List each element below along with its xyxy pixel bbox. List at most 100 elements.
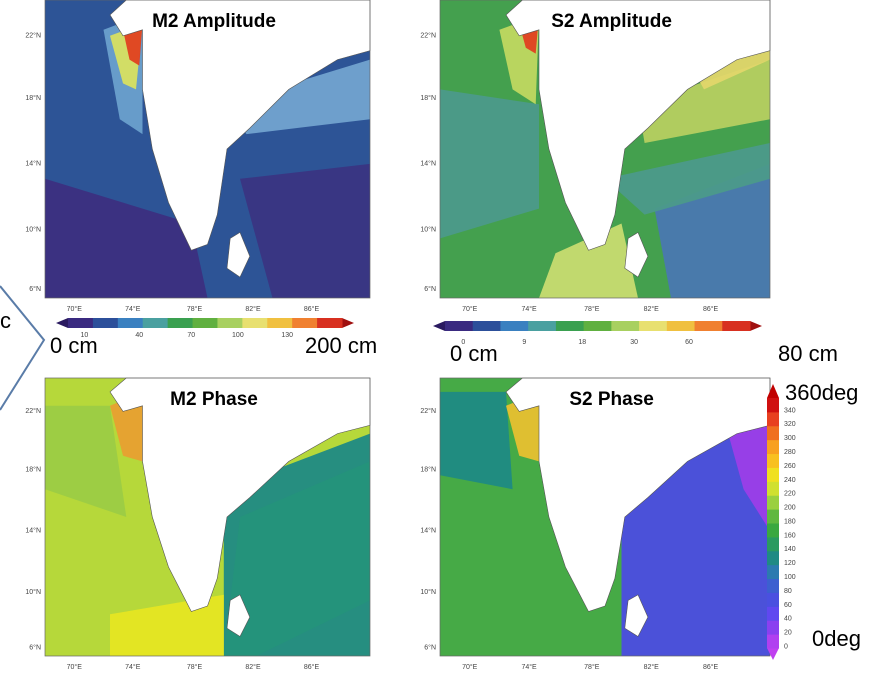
panel-title: S2 Amplitude (551, 11, 672, 32)
colorbar-swatch (767, 634, 779, 648)
colorbar-swatch (93, 318, 118, 328)
colorbar-swatch (242, 318, 267, 328)
lon-label: 86°E (304, 663, 320, 671)
lon-label: 74°E (521, 305, 537, 313)
map-panel: 22°N 18°N 14°N 10°N 6°N 70°E 74°E 78°E 82°E 86°E M… (25, 378, 370, 671)
colorbar-swatch (143, 318, 168, 328)
lat-label: 14°N (420, 160, 436, 168)
colorbar-tick: 0 (784, 643, 788, 650)
lon-label: 86°E (304, 305, 320, 313)
colorbar-tick: 80 (784, 588, 792, 595)
colorbar-swatch (767, 398, 779, 412)
lon-label: 78°E (187, 663, 203, 671)
colorbar-swatch (767, 606, 779, 620)
colorbar-swatch (767, 426, 779, 440)
colorbar-swatch (667, 321, 695, 331)
lon-label: 82°E (644, 663, 660, 671)
lon-label: 82°E (245, 663, 261, 671)
lat-label: 6°N (424, 644, 436, 652)
colorbar-end (342, 318, 354, 328)
lon-label: 70°E (462, 663, 478, 671)
colorbar-tick: 240 (784, 477, 796, 484)
panel-title: M2 Phase (170, 389, 258, 410)
colorbar-swatch (193, 318, 218, 328)
colorbar-swatch (767, 454, 779, 468)
colorbar-tick: 40 (784, 616, 792, 623)
colorbar-max: 200 cm (305, 333, 377, 358)
contour-zone (440, 392, 513, 489)
lat-label: 22°N (25, 407, 41, 415)
lon-label: 82°E (245, 305, 261, 313)
colorbar-tick: 340 (784, 407, 796, 414)
colorbar-tick: 60 (685, 339, 693, 346)
colorbar-swatch (556, 321, 584, 331)
lat-label: 14°N (25, 160, 41, 168)
colorbar-swatch (722, 321, 750, 331)
colorbar-tick: 20 (784, 630, 792, 637)
colorbar-tick: 100 (784, 574, 796, 581)
colorbar-swatch (317, 318, 342, 328)
colorbar-swatch (500, 321, 528, 331)
lat-label: 10°N (25, 588, 41, 596)
lon-label: 74°E (125, 663, 141, 671)
colorbar-swatch (584, 321, 612, 331)
colorbar-tick: 9 (522, 339, 526, 346)
colorbar-min: 0 cm (450, 341, 498, 366)
lon-label: 78°E (584, 305, 600, 313)
panel-title: S2 Phase (569, 389, 654, 410)
colorbar-tick: 18 (578, 339, 586, 346)
colorbar-tick: 220 (784, 491, 796, 498)
colorbar-swatch (292, 318, 317, 328)
lon-label: 86°E (703, 663, 719, 671)
colorbar-tick: 100 (232, 332, 244, 339)
lat-label: 22°N (420, 32, 436, 40)
lat-label: 6°N (29, 644, 41, 652)
lat-label: 18°N (25, 94, 41, 102)
colorbar-swatch (767, 579, 779, 593)
lon-label: 82°E (644, 305, 660, 313)
colorbar-swatch (118, 318, 143, 328)
colorbar-swatch (767, 467, 779, 481)
colorbar-tick: 160 (784, 532, 796, 539)
panel-title: M2 Amplitude (152, 11, 276, 32)
lat-label: 18°N (420, 466, 436, 474)
colorbar-swatch (611, 321, 639, 331)
lat-label: 18°N (25, 466, 41, 474)
map-panel: 22°N 18°N 14°N 10°N 6°N 70°E 74°E 78°E 82°E 86°E S… (420, 0, 770, 313)
edge-text: c (0, 308, 11, 333)
colorbar-swatch (267, 318, 292, 328)
colorbar-tick: 40 (135, 332, 143, 339)
lat-label: 10°N (420, 225, 436, 233)
colorbar-tick: 260 (784, 463, 796, 470)
colorbar-swatch (217, 318, 242, 328)
colorbar-tick: 30 (630, 339, 638, 346)
lon-label: 70°E (462, 305, 478, 313)
colorbar-tick: 130 (281, 332, 293, 339)
colorbar-swatch (767, 509, 779, 523)
colorbar-min: 0 cm (50, 333, 98, 358)
lat-label: 6°N (424, 285, 436, 293)
colorbar-swatch (767, 592, 779, 606)
lat-label: 18°N (420, 94, 436, 102)
chevron (0, 286, 44, 410)
lat-label: 22°N (420, 407, 436, 415)
colorbar-swatch (767, 620, 779, 634)
lat-label: 14°N (25, 527, 41, 535)
colorbar-swatch (767, 412, 779, 426)
colorbar-swatch (68, 318, 93, 328)
lon-label: 78°E (187, 305, 203, 313)
lon-label: 86°E (703, 305, 719, 313)
colorbar-tick: 70 (187, 332, 195, 339)
colorbar-swatch (767, 440, 779, 454)
colorbar-swatch (767, 523, 779, 537)
figure: c 22°N 18°N 14°N 10°N 6°N 70°E 74°E 78°E 82°E 86°… (0, 0, 879, 682)
colorbar-tick: 200 (784, 505, 796, 512)
colorbar-swatch (767, 565, 779, 579)
lon-label: 70°E (67, 305, 83, 313)
lon-label: 70°E (67, 663, 83, 671)
colorbar-end (433, 321, 445, 331)
colorbar-max: 360deg (785, 380, 858, 405)
lat-label: 14°N (420, 527, 436, 535)
